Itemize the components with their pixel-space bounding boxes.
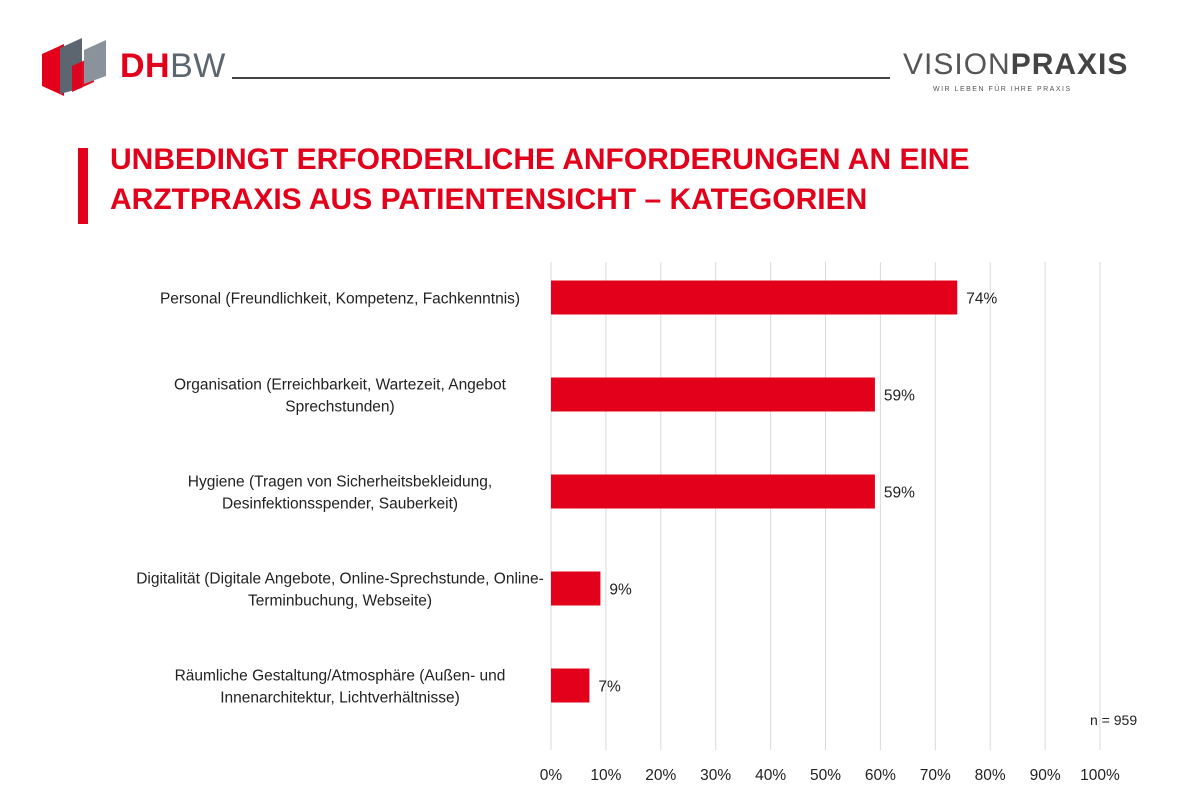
visionpraxis-tagline: WIR LEBEN FÜR IHRE PRAXIS [933,86,1072,93]
x-tick-label: 70% [920,767,951,784]
x-tick-label: 10% [590,767,621,784]
x-tick-label: 80% [975,767,1006,784]
category-label: Organisation (Erreichbarkeit, Wartezeit,… [174,377,507,394]
title-line-2: ARZTPRAXIS AUS PATIENTENSICHT – KATEGORI… [110,183,868,216]
x-tick-label: 30% [700,767,731,784]
vp-part2: PRAXIS [1010,48,1129,81]
category-label: Personal (Freundlichkeit, Kompetenz, Fac… [160,291,520,308]
vp-part1: VISION [903,48,1011,81]
category-label: Hygiene (Tragen von Sicherheitsbekleidun… [188,474,492,491]
category-label: Desinfektionsspender, Sauberkeit) [222,496,458,513]
bar [551,668,590,703]
x-tick-label: 50% [810,767,841,784]
bar-value-label: 59% [884,388,915,405]
x-tick-label: 100% [1080,767,1120,784]
bar-value-label: 9% [609,582,632,599]
x-tick-label: 20% [645,767,676,784]
bar-value-label: 59% [884,485,915,502]
x-tick-label: 0% [540,767,563,784]
bar-value-label: 74% [966,291,997,308]
bar-value-label: 7% [598,679,621,696]
category-label: Digitalität (Digitale Angebote, Online-S… [136,571,544,588]
bar [551,571,601,606]
visionpraxis-logo: VISIONPRAXIS [903,48,1128,82]
dhbw-secondary: BW [170,47,226,85]
bar-chart: 0% 10% 20% 30% 40% 50% 60% 70% 80% 90% 100% 74% Pers… [136,262,1120,784]
x-tick-label: 60% [865,767,896,784]
category-label: Sprechstunden) [285,399,394,416]
bar [551,280,958,315]
dhbw-wordmark: DHBW [120,46,226,86]
header: DHBW VISIONPRAXIS WIR LEBEN FÜR IHRE PRA… [0,0,1200,110]
title-accent-bar [78,148,88,224]
category-label: Innenarchitektur, Lichtverhältnisse) [220,690,460,707]
dhbw-primary: DH [120,47,171,85]
page-title: UNBEDINGT ERFORDERLICHE ANFORDERUNGEN AN… [110,140,1010,220]
bar [551,474,875,509]
title-line-1: UNBEDINGT ERFORDERLICHE ANFORDERUNGEN AN… [110,143,970,176]
category-label: Räumliche Gestaltung/Atmosphäre (Außen- … [175,668,506,685]
header-divider [232,77,890,79]
dhbw-logo-icon [42,38,106,96]
x-tick-label: 90% [1030,767,1061,784]
sample-size-note: n = 959 [1090,712,1138,728]
category-label: Terminbuchung, Webseite) [248,593,432,610]
x-tick-label: 40% [755,767,786,784]
bar [551,377,875,412]
